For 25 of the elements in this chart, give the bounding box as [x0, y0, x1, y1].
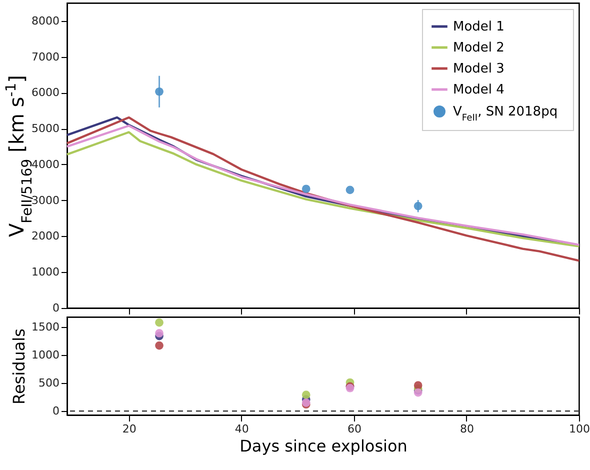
- y-tick-label: 7000: [32, 50, 60, 64]
- y-tick-label: 0: [52, 404, 60, 418]
- y-tick-label: 1500: [32, 320, 60, 334]
- x-tick-label: 100: [569, 422, 590, 436]
- legend-label: V$_{FeII}$, SN 2018pq: [453, 104, 558, 124]
- y-tick-label: 1000: [32, 348, 60, 362]
- legend-label: Model 1: [453, 20, 504, 34]
- y-tick-label: 3000: [32, 194, 60, 207]
- legend-label: Model 3: [453, 62, 504, 76]
- y-tick-label: 1000: [32, 266, 60, 279]
- y-tick-label: 6000: [32, 86, 60, 100]
- x-axis-title: Days since explosion: [240, 436, 408, 456]
- legend-label: Model 2: [453, 40, 504, 56]
- y-tick-label: 4000: [32, 158, 60, 171]
- x-tick-label: 20: [122, 422, 136, 436]
- y-tick-label: 5000: [32, 122, 60, 136]
- legend-label: Model 4: [453, 82, 504, 98]
- x-tick-label: 40: [234, 422, 249, 436]
- y-tick-label: 500: [38, 376, 60, 390]
- x-tick-label: 80: [460, 422, 474, 436]
- y-tick-label: 8000: [32, 14, 60, 28]
- y-axis-title: Residuals: [10, 328, 29, 404]
- x-tick-label: 60: [347, 422, 362, 436]
- y-tick-label: 2000: [32, 230, 60, 243]
- y-tick-label: 0: [52, 302, 60, 314]
